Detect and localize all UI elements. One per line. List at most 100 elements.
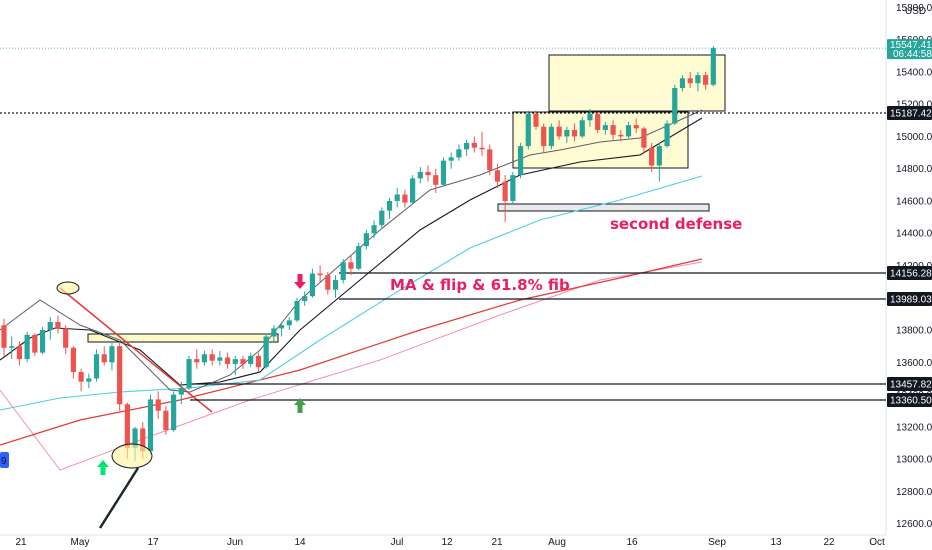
- candle[interactable]: [564, 126, 570, 143]
- candle[interactable]: [448, 152, 454, 169]
- candle[interactable]: [433, 168, 439, 193]
- candle[interactable]: [255, 352, 262, 372]
- ma-50-blue-line[interactable]: [0, 175, 703, 411]
- candle[interactable]: [101, 346, 107, 366]
- candle[interactable]: [47, 317, 53, 340]
- candle[interactable]: [371, 220, 377, 239]
- candle[interactable]: [16, 341, 23, 366]
- candle[interactable]: [248, 352, 254, 368]
- candle[interactable]: [548, 123, 555, 150]
- candle[interactable]: [171, 391, 177, 432]
- candle[interactable]: [155, 391, 161, 419]
- candle[interactable]: [340, 259, 346, 284]
- candle[interactable]: [240, 355, 246, 369]
- candle[interactable]: [147, 394, 154, 455]
- support-zone[interactable]: [497, 203, 710, 212]
- candle[interactable]: [425, 165, 431, 182]
- ma-20-black-line[interactable]: [0, 117, 703, 386]
- candle[interactable]: [178, 381, 184, 405]
- candle[interactable]: [602, 121, 608, 135]
- candle[interactable]: [186, 355, 192, 390]
- candle[interactable]: [348, 255, 354, 276]
- candle[interactable]: [294, 297, 300, 322]
- candle[interactable]: [325, 271, 331, 295]
- candle[interactable]: [633, 118, 639, 134]
- candle[interactable]: [332, 275, 339, 298]
- candle[interactable]: [117, 342, 123, 411]
- candle[interactable]: [394, 188, 400, 208]
- candle[interactable]: [595, 112, 601, 134]
- candle[interactable]: [687, 71, 693, 89]
- candle[interactable]: [533, 110, 539, 130]
- descending-trendline[interactable]: [59, 287, 213, 413]
- candle[interactable]: [386, 197, 393, 219]
- candle[interactable]: [649, 142, 655, 172]
- candle[interactable]: [579, 117, 585, 139]
- candle[interactable]: [309, 268, 315, 298]
- candle[interactable]: [541, 123, 547, 153]
- ma-10-grey-line[interactable]: [0, 109, 703, 393]
- candle[interactable]: [417, 167, 423, 184]
- candle[interactable]: [641, 126, 647, 153]
- candle[interactable]: [440, 157, 447, 187]
- candle[interactable]: [456, 144, 462, 161]
- rising-trendline[interactable]: [98, 467, 140, 529]
- candle[interactable]: [656, 142, 662, 182]
- ma-200-pink-line[interactable]: [0, 261, 703, 471]
- candle[interactable]: [363, 230, 369, 250]
- candle[interactable]: [55, 315, 61, 334]
- candle[interactable]: [163, 405, 169, 435]
- candle[interactable]: [487, 144, 493, 176]
- candle[interactable]: [571, 123, 578, 142]
- resistance-zone[interactable]: [87, 333, 279, 343]
- candle[interactable]: [625, 121, 632, 139]
- candle[interactable]: [610, 120, 616, 140]
- candle[interactable]: [271, 325, 277, 342]
- candle[interactable]: [679, 75, 686, 92]
- candle[interactable]: [32, 333, 38, 356]
- candle[interactable]: [618, 129, 624, 142]
- candle[interactable]: [302, 291, 308, 306]
- candle[interactable]: [556, 120, 562, 140]
- highlight-ellipse[interactable]: [56, 281, 80, 295]
- candle[interactable]: [510, 171, 516, 205]
- candle[interactable]: [525, 110, 531, 150]
- candle[interactable]: [78, 368, 84, 392]
- candle[interactable]: [703, 71, 709, 90]
- candle[interactable]: [286, 317, 292, 331]
- candle[interactable]: [63, 325, 69, 355]
- candle[interactable]: [664, 120, 670, 148]
- candle[interactable]: [1, 318, 7, 356]
- highlight-ellipse[interactable]: [111, 443, 153, 469]
- candle[interactable]: [93, 349, 100, 382]
- candle[interactable]: [587, 108, 593, 127]
- candle[interactable]: [410, 175, 416, 205]
- candle[interactable]: [232, 355, 238, 376]
- candle[interactable]: [672, 84, 678, 126]
- candle[interactable]: [201, 351, 208, 366]
- candle[interactable]: [209, 349, 215, 366]
- candle[interactable]: [317, 265, 323, 282]
- candle[interactable]: [263, 333, 269, 369]
- candle[interactable]: [695, 71, 701, 92]
- candle[interactable]: [379, 207, 385, 229]
- candle[interactable]: [217, 351, 223, 366]
- ma-100-red-line[interactable]: [0, 258, 703, 446]
- candle[interactable]: [224, 352, 231, 369]
- candle[interactable]: [464, 139, 470, 156]
- candle[interactable]: [517, 142, 524, 179]
- candle[interactable]: [9, 336, 15, 360]
- candle[interactable]: [109, 342, 115, 371]
- candle[interactable]: [278, 321, 285, 337]
- candle[interactable]: [194, 349, 200, 369]
- candle[interactable]: [494, 163, 501, 189]
- candle[interactable]: [24, 331, 30, 363]
- candle[interactable]: [402, 189, 408, 208]
- candle[interactable]: [356, 242, 362, 271]
- candle[interactable]: [86, 373, 92, 389]
- candle[interactable]: [502, 175, 508, 222]
- candle[interactable]: [471, 136, 477, 153]
- left-edge-marker[interactable]: [0, 452, 9, 468]
